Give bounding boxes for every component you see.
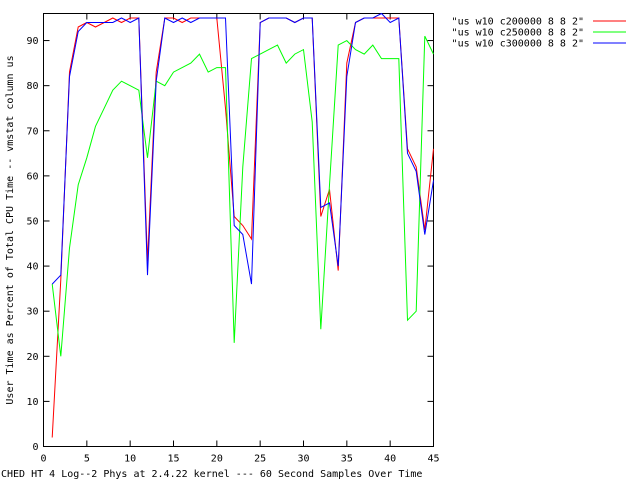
y-tick-label: 20	[26, 352, 38, 363]
y-tick-label: 70	[26, 126, 38, 137]
plot-frame	[43, 13, 434, 447]
legend-label: "us w10 c200000 8 8 2"	[452, 17, 584, 28]
x-tick-label: 30	[297, 454, 309, 465]
legend: "us w10 c200000 8 8 2""us w10 c250000 8 …	[452, 17, 626, 50]
x-tick-label: 10	[124, 454, 136, 465]
series-line-2	[51, 35, 434, 357]
y-tick-label: 10	[26, 397, 38, 408]
y-tick-label: 90	[26, 36, 38, 47]
x-tick-label: 35	[341, 454, 353, 465]
x-tick-label: 5	[84, 454, 90, 465]
y-tick-label: 40	[26, 262, 38, 273]
x-tick-label: 25	[254, 454, 266, 465]
y-tick-label: 0	[32, 442, 38, 453]
series-lines	[51, 12, 434, 438]
y-axis-label: User Time as Percent of Total CPU Time -…	[5, 55, 16, 404]
x-tick-label: 15	[167, 454, 179, 465]
y-tick-label: 50	[26, 216, 38, 227]
x-tick-label: 20	[211, 454, 223, 465]
series-line-3	[51, 12, 434, 285]
x-tick-label: 45	[427, 454, 439, 465]
y-tick-label: 80	[26, 81, 38, 92]
legend-label: "us w10 c300000 8 8 2"	[452, 39, 584, 50]
series-line-1	[51, 17, 434, 438]
x-axis-ticks: 0 5 10 15 20 25 30 35 40 45	[40, 13, 440, 465]
y-tick-label: 60	[26, 171, 38, 182]
legend-label: "us w10 c250000 8 8 2"	[452, 28, 584, 39]
x-axis-label: CHED HT 4 Log--2 Phys at 2.4.22 kernel -…	[1, 469, 422, 480]
y-tick-label: 30	[26, 307, 38, 318]
x-tick-label: 40	[384, 454, 396, 465]
y-axis-ticks: 0 10 20 30 40 50 60 70 80 90	[26, 36, 434, 453]
x-tick-label: 0	[40, 454, 46, 465]
